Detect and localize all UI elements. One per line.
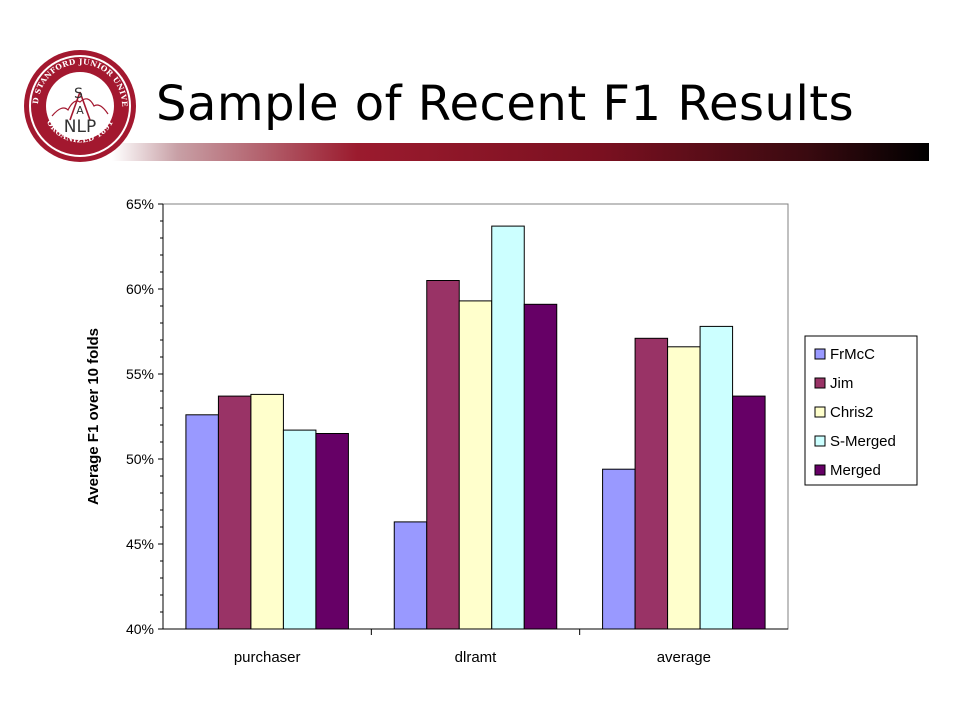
title-underline-bar	[112, 143, 929, 161]
seal-letter-s: S	[74, 86, 83, 102]
y-tick-label: 60%	[126, 281, 154, 297]
x-tick-label: dlramt	[455, 649, 498, 666]
bar-chris2-dlramt	[458, 300, 493, 630]
y-tick-label: 65%	[126, 196, 154, 212]
bar-frmcc-average	[602, 468, 636, 630]
legend-swatch	[814, 348, 826, 360]
seal-letter-a: A	[76, 104, 84, 117]
seal-letters-nlp: NLP	[64, 117, 96, 137]
bar-frmcc-purchaser	[185, 414, 219, 630]
seal-inner-field	[46, 72, 114, 140]
y-tick-label: 55%	[126, 366, 154, 382]
bar-s-merged-average	[699, 325, 734, 630]
legend-entry: S-Merged	[830, 433, 896, 450]
legend-swatch	[814, 435, 826, 447]
bar-jim-dlramt	[426, 280, 460, 630]
legend-swatch	[814, 406, 826, 418]
bar-merged-dlramt	[523, 303, 558, 630]
bar-s-merged-purchaser	[282, 429, 317, 630]
slide-title: Sample of Recent F1 Results	[156, 76, 855, 132]
legend-entry: Merged	[830, 462, 881, 479]
x-tick-label: average	[657, 649, 711, 666]
y-axis-label: Average F1 over 10 folds	[85, 328, 102, 505]
seal-tree-lines	[69, 91, 91, 121]
stanford-nlp-seal-logo: LELAND STANFORD JUNIOR UNIVERSITY ORGANI…	[22, 48, 136, 162]
bar-merged-purchaser	[315, 433, 349, 630]
x-tick-label: purchaser	[234, 649, 301, 666]
bar-jim-purchaser	[217, 395, 252, 630]
legend-swatch	[814, 377, 826, 389]
legend-entry: Jim	[830, 375, 853, 392]
legend-entry: Chris2	[830, 404, 873, 421]
y-tick-label: 45%	[126, 536, 154, 552]
bar-s-merged-dlramt	[491, 225, 525, 630]
bar-jim-average	[634, 337, 669, 630]
bar-chris2-purchaser	[250, 393, 284, 630]
legend-swatch	[814, 464, 826, 476]
bar-chris2-average	[667, 346, 701, 630]
legend-entry: FrMcC	[830, 346, 875, 363]
bar-frmcc-dlramt	[393, 521, 428, 630]
y-tick-label: 50%	[126, 451, 154, 467]
seal-hills-drawing	[51, 98, 109, 117]
y-tick-label: 40%	[126, 621, 154, 637]
bar-merged-average	[732, 395, 766, 630]
